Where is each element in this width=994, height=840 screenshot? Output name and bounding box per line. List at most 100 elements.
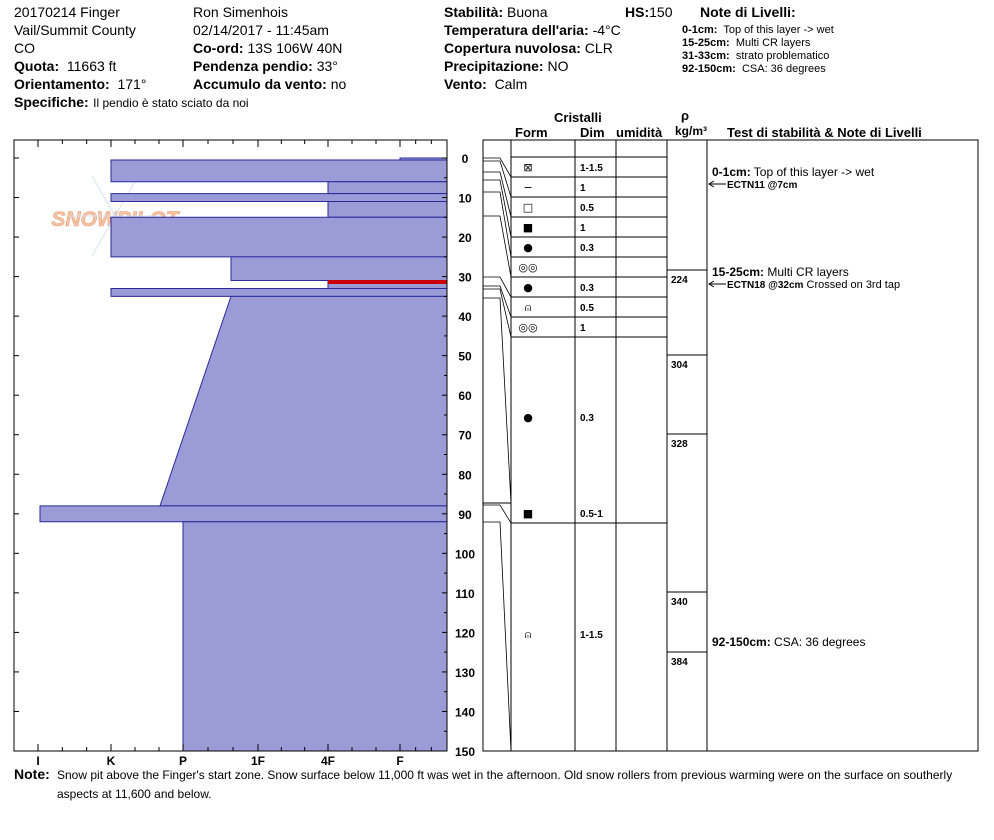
slope-label: Pendenza pendio:: [193, 58, 313, 74]
layer-connector-4: [483, 179, 512, 238]
depth-label-10: 10: [458, 192, 472, 206]
layer-note-3: 31-33cm: strato problematico: [682, 50, 829, 62]
hardness-layer-9: [110, 287, 448, 297]
hardness-label-P: P: [179, 754, 187, 768]
depth-label-100: 100: [455, 547, 475, 561]
observer: Ron Simenhois: [193, 4, 288, 20]
layer-note-3-text: strato problematico: [735, 50, 830, 62]
layer-connector-10: [483, 297, 512, 504]
coord: Co-ord: 13S 106W 40N: [193, 40, 342, 56]
aspect-label: Orientamento:: [14, 76, 110, 92]
crystal-size-9: 1: [580, 323, 586, 334]
crystal-form-10: ●: [523, 411, 533, 424]
specifics-value: Il pendio è stato sciato da noi: [93, 96, 249, 110]
test-arrow-head-2: [708, 280, 715, 288]
crystal-size-1: 1-1.5: [580, 163, 603, 174]
density-value-1: 224: [671, 275, 688, 286]
rho-unit-header: kg/m³: [675, 124, 708, 138]
wind-loading-value: no: [330, 76, 347, 92]
layer-notes-title: Note di Livelli:: [700, 4, 796, 20]
hardness-label-1F: 1F: [251, 754, 265, 768]
crystal-form-6: ◎◎: [518, 261, 537, 274]
layer-connector-7: [483, 276, 512, 298]
specifics-label: Specifiche:: [14, 94, 89, 110]
crystal-form-8: ⍝: [525, 301, 532, 314]
problem-layer-marker: [328, 280, 447, 285]
stability-label: Stabilità:: [444, 4, 504, 20]
air-temp-label: Temperatura dell'aria:: [444, 22, 589, 38]
density-value-3: 328: [671, 439, 688, 450]
hardness-label-F: F: [396, 754, 403, 768]
hardness-graph-frame: [13, 139, 448, 752]
layer-note-3-range: 31-33cm:: [682, 50, 730, 62]
slope-value: 33°: [316, 58, 338, 74]
state: CO: [14, 40, 35, 56]
table-frame: [482, 139, 979, 752]
depth-label-20: 20: [458, 231, 472, 245]
crystal-form-11: ■: [523, 507, 533, 520]
wind-loading-label: Accumulo da vento:: [193, 76, 327, 92]
location: Vail/Summit County: [14, 22, 136, 38]
crystal-size-11: 0.5-1: [580, 509, 603, 520]
layer-connector-2: [483, 160, 512, 198]
layer-connector-5: [483, 191, 512, 258]
depth-label-0: 0: [462, 152, 469, 166]
crystal-size-10: 0.3: [580, 413, 594, 424]
hardness-label-I: I: [36, 754, 39, 768]
layer-connector-11: [483, 504, 512, 524]
precip-label: Precipitazione:: [444, 58, 544, 74]
hardness-layer-7: [230, 256, 448, 282]
depth-label-70: 70: [458, 429, 472, 443]
layer-connector-6: [483, 215, 512, 278]
wind-label: Vento:: [444, 76, 487, 92]
note-line-2: aspects at 11,600 and below.: [57, 787, 212, 801]
hs-label: HS:: [625, 4, 650, 20]
form-header: Form: [515, 125, 548, 140]
stability-note-2: 15-25cm: Multi CR layers: [712, 265, 849, 279]
crystal-size-12: 1-1.5: [580, 630, 603, 641]
layer-note-1: 0-1cm: Top of this layer -> wet: [682, 24, 834, 36]
depth-label-30: 30: [458, 271, 472, 285]
depth-label-90: 90: [458, 508, 472, 522]
note-label: Note:: [14, 766, 50, 782]
hardness-layer-3: [327, 181, 448, 195]
crystal-size-5: 0.3: [580, 243, 594, 254]
hardness-layer-4: [110, 193, 448, 202]
crystal-form-4: ■: [523, 221, 533, 234]
depth-label-120: 120: [455, 626, 475, 640]
depth-label-130: 130: [455, 666, 475, 680]
crystal-size-2: 1: [580, 183, 586, 194]
crystal-form-1: ⊠: [523, 161, 532, 174]
sky-label: Copertura nuvolosa:: [444, 40, 581, 56]
elevation-label: Quota:: [14, 58, 60, 74]
dim-header: Dim: [580, 125, 605, 140]
sky: Copertura nuvolosa: CLR: [444, 40, 613, 56]
layer-note-1-text: Top of this layer -> wet: [723, 24, 834, 36]
hs-value: 150: [649, 4, 673, 20]
test-arrow-head-1: [708, 180, 715, 188]
stability: Stabilità: Buona: [444, 4, 548, 20]
stability-note-1: 0-1cm: Top of this layer -> wet: [712, 165, 875, 179]
density-value-5: 384: [671, 657, 688, 668]
hardness-label-4F: 4F: [321, 754, 335, 768]
hardness-layer-10: [159, 295, 448, 507]
layer-connector-1: [483, 157, 512, 178]
crystal-form-9: ◎◎: [518, 321, 537, 334]
crystal-size-3: 0.5: [580, 203, 594, 214]
layer-connector-9: [483, 288, 512, 338]
air-temp: Temperatura dell'aria: -4°C: [444, 22, 621, 38]
coord-value: 13S 106W 40N: [247, 40, 343, 56]
crystal-form-7: ●: [523, 281, 533, 294]
moisture-header: umidità: [616, 125, 663, 140]
hardness-layer-5: [327, 200, 448, 218]
depth-label-60: 60: [458, 389, 472, 403]
depth-label-80: 80: [458, 468, 472, 482]
test-result-1: ECTN11 @7cm: [727, 180, 797, 191]
specifics: Specifiche: Il pendio è stato sciato da …: [14, 94, 249, 112]
sky-value: CLR: [584, 40, 613, 56]
crystals-header: Cristalli: [554, 110, 602, 125]
wind-loading: Accumulo da vento: no: [193, 76, 346, 92]
layer-connector-8: [483, 285, 512, 318]
aspect-value: 171°: [117, 76, 147, 92]
